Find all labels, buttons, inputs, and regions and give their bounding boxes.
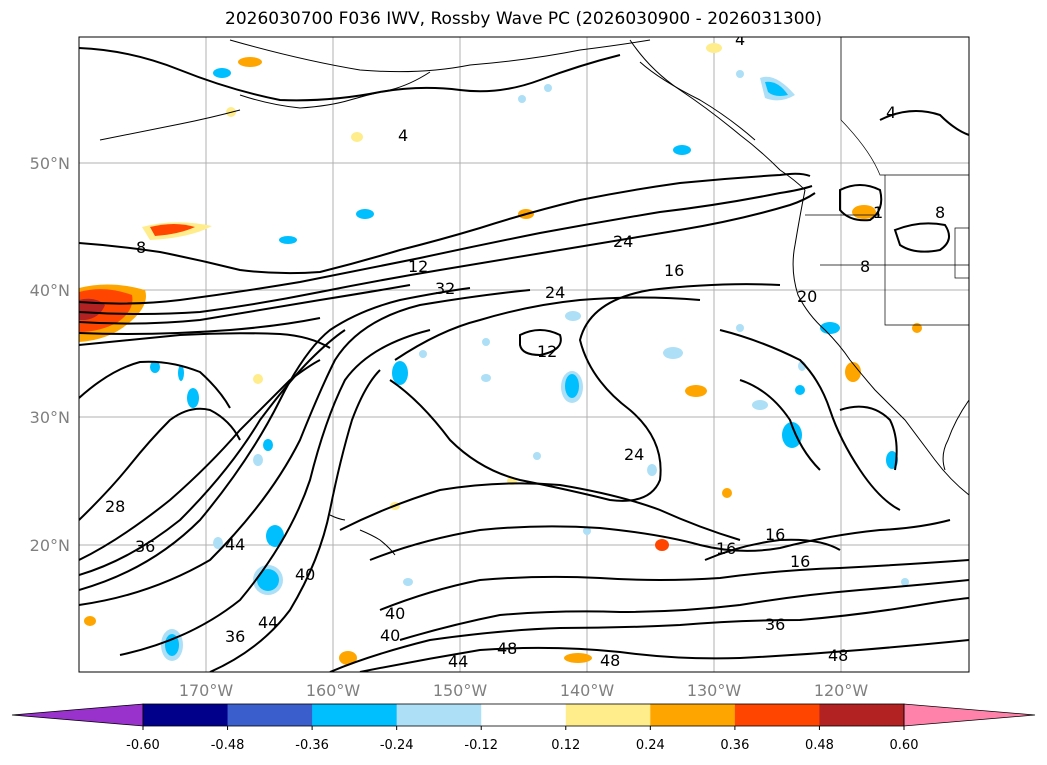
contour-label: 1 [873,203,883,222]
contour-label: 44 [258,613,278,632]
contour-label: 16 [790,552,810,571]
contour-label: 44 [225,535,245,554]
lon-label: 120°W [814,681,869,700]
colorbar-swatch [396,704,482,726]
colorbar-tick-label: -0.60 [126,738,160,753]
colorbar-swatch [312,704,398,726]
lat-label: 50°N [30,154,70,173]
contour-label: 28 [105,497,125,516]
colorbar-swatch [227,704,313,726]
colorbar-swatch [650,704,736,726]
contour-label: 40 [295,565,315,584]
colorbar-frame [142,703,905,727]
lon-label: 150°W [433,681,488,700]
contour-label: 16 [716,539,736,558]
lon-label: 160°W [306,681,361,700]
colorbar-tick-label: -0.48 [211,738,245,753]
contour-label: 48 [497,639,517,658]
contour-label-layer: 4 4 4 8 8 8 1 12 12 16 16 16 16 20 24 24… [105,30,945,671]
contour-label: 36 [765,615,785,634]
contour-label: 48 [828,646,848,665]
contour-label: 40 [385,604,405,623]
colorbar-tick-label: 0.48 [805,738,834,753]
colorbar-swatch [565,704,651,726]
colorbar-extend-high [903,703,1036,727]
colorbar: -0.60 -0.48 -0.36 -0.24 -0.12 0.12 0.24 0.36 0.4… [11,703,1036,753]
colorbar-tick-label: 0.12 [551,738,580,753]
contour-label: 40 [380,626,400,645]
contour-label: 20 [797,287,817,306]
colorbar-swatch [143,704,229,726]
colorbar-swatch [734,704,820,726]
contour-label: 4 [886,103,896,122]
contour-label: 8 [935,203,945,222]
colorbar-tick-label: 0.60 [890,738,919,753]
contour-label: 24 [545,283,565,302]
contour-label: 8 [136,238,146,257]
contour-label: 16 [664,261,684,280]
contour-label: 24 [624,445,644,464]
contour-label: 44 [448,652,468,671]
contour-label: 4 [398,126,408,145]
lon-label: 140°W [560,681,615,700]
plot-area [79,37,969,672]
contour-label: 36 [225,627,245,646]
colorbar-tick-label: -0.24 [380,738,414,753]
lon-label: 170°W [179,681,234,700]
contour-label: 12 [408,257,428,276]
contour-label: 12 [537,342,557,361]
colorbar-tick-label: 0.24 [636,738,665,753]
lat-label: 20°N [30,536,70,555]
colorbar-extend-low [11,703,144,727]
map-title: 2026030700 F036 IWV, Rossby Wave PC (202… [225,9,822,29]
iwv-contours [79,47,969,672]
lon-label: 130°W [687,681,742,700]
contour-label: 24 [613,232,633,251]
colorbar-tick-label: -0.12 [464,738,498,753]
lat-label: 40°N [30,281,70,300]
contour-label: 48 [600,651,620,670]
contour-label: 36 [135,537,155,556]
colorbar-tick-label: -0.36 [295,738,329,753]
contour-label: 16 [765,525,785,544]
borders [805,37,969,326]
gridlines [79,37,969,672]
longitude-axis: 170°W 160°W 150°W 140°W 130°W 120°W [179,681,869,700]
colorbar-swatch [819,704,905,726]
colorbar-tick-label: 0.36 [720,738,749,753]
contour-label: 8 [860,257,870,276]
plot-frame [78,36,970,673]
contour-label: 32 [435,279,455,298]
colorbar-swatch [481,704,567,726]
lat-label: 30°N [30,408,70,427]
latitude-axis: 50°N 40°N 30°N 20°N [30,154,70,555]
contour-label: 4 [735,30,745,49]
